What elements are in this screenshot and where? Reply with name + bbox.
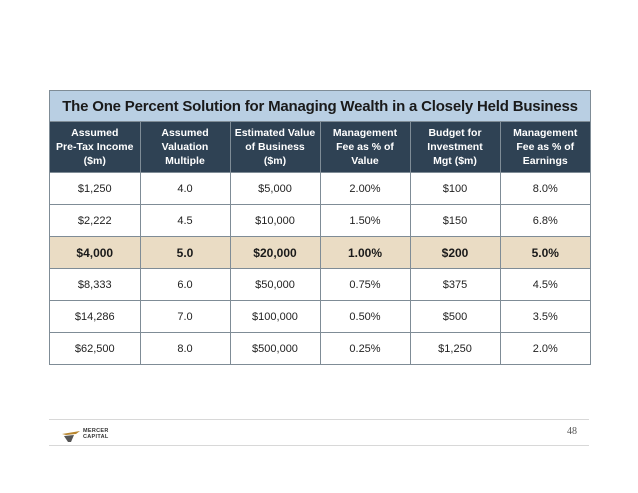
table-row: $14,286 7.0 $100,000 0.50% $500 3.5% — [50, 300, 590, 333]
page-number: 48 — [567, 426, 577, 437]
table-row: $1,250 4.0 $5,000 2.00% $100 8.0% — [50, 172, 590, 205]
header-line: ($m) — [83, 155, 106, 167]
data-table: Assumed Pre-Tax Income ($m) Assumed Valu… — [50, 122, 590, 364]
header-line: Fee as % of — [336, 141, 394, 153]
table-title-bar: The One Percent Solution for Managing We… — [50, 91, 590, 122]
table-cell: $62,500 — [50, 332, 141, 364]
table-cell: 2.0% — [532, 342, 558, 355]
table-cell: 4.5% — [500, 268, 590, 301]
table-cell: $150 — [410, 204, 501, 237]
table-cell: 7.0 — [140, 300, 231, 333]
header-line: Assumed — [71, 127, 119, 139]
header-line: Earnings — [522, 155, 568, 167]
header-row: Assumed Pre-Tax Income ($m) Assumed Valu… — [50, 122, 590, 173]
footer-divider-bottom — [49, 445, 589, 446]
header-line: of Business — [245, 141, 305, 153]
table-cell: 0.25% — [320, 332, 411, 364]
header-line: Budget for — [428, 127, 482, 139]
table-cell: 0.50% — [320, 300, 411, 333]
table-cell: $2,222 — [50, 204, 141, 237]
header-line: Value — [351, 155, 379, 167]
table-cell: $375 — [410, 268, 501, 301]
table-cell: 5.0 — [140, 236, 231, 269]
table-cell: $500,000 — [230, 332, 321, 364]
logo-line-1: MERCER — [83, 428, 109, 434]
header-line: Fee as % of — [516, 141, 575, 153]
table-cell: 8.0% — [500, 172, 590, 205]
header-line: Valuation — [161, 141, 209, 153]
column-header-pretax-income: Assumed Pre-Tax Income ($m) — [50, 122, 141, 173]
table-cell: 6.8% — [500, 204, 590, 237]
column-header-valuation-multiple: Assumed Valuation Multiple — [140, 122, 231, 173]
table-cell: $50,000 — [230, 268, 321, 301]
header-line: Multiple — [165, 155, 205, 167]
table-cell: $200 — [410, 236, 501, 269]
header-line: Management — [513, 127, 578, 139]
column-header-fee-pct-earnings: Management Fee as % of Earnings — [500, 122, 590, 173]
header-line: Estimated Value — [234, 127, 316, 139]
company-logo: MERCER CAPITAL — [62, 428, 109, 442]
logo-text: MERCER CAPITAL — [83, 428, 109, 440]
table-cell: 1.50% — [320, 204, 411, 237]
table-cell: $100,000 — [230, 300, 321, 333]
table-cell: 4.5 — [140, 204, 231, 237]
table-cell: 8.0 — [140, 332, 231, 364]
table-cell: 3.5% — [500, 300, 590, 333]
table-row: $2,222 4.5 $10,000 1.50% $150 6.8% — [50, 204, 590, 237]
logo-line-2: CAPITAL — [83, 434, 109, 440]
header-line: Management — [332, 127, 398, 139]
table-cell: $14,286 — [50, 300, 141, 333]
table-row: $8,333 6.0 $50,000 0.75% $375 4.5% — [50, 268, 590, 301]
table-cell: 4.0 — [140, 172, 231, 205]
fee-table: The One Percent Solution for Managing We… — [49, 90, 591, 365]
footer-divider-top — [49, 419, 589, 420]
header-line: Investment — [427, 141, 483, 153]
table-cell: $1,250 — [410, 332, 501, 364]
column-header-investment-budget: Budget for Investment Mgt ($m) — [410, 122, 501, 173]
table-cell: $4,000 — [50, 236, 141, 269]
table-title: The One Percent Solution for Managing We… — [62, 97, 578, 115]
table-cell: 6.0 — [140, 268, 231, 301]
table-cell: 5.0% — [500, 236, 590, 269]
logo-mark-icon — [62, 429, 80, 442]
table-row: $62,500 8.0 $500,000 0.25% $1,250 2.0% — [50, 332, 590, 364]
header-line: ($m) — [263, 155, 287, 167]
table-cell: $100 — [410, 172, 501, 205]
header-line: Mgt ($m) — [433, 155, 477, 167]
table-cell: 0.75% — [320, 268, 411, 301]
table-cell: $500 — [410, 300, 501, 333]
column-header-fee-pct-value: Management Fee as % of Value — [320, 122, 411, 173]
header-line: Pre-Tax Income — [56, 141, 134, 153]
table-row-highlighted: $4,000 5.0 $20,000 1.00% $200 5.0% — [50, 236, 590, 269]
header-line: Assumed — [161, 127, 209, 139]
table-cell: $5,000 — [230, 172, 321, 205]
table-cell: 2.00% — [320, 172, 411, 205]
column-header-business-value: Estimated Value of Business ($m) — [230, 122, 321, 173]
table-cell: 1.00% — [320, 236, 411, 269]
table-cell: $1,250 — [50, 172, 141, 205]
table-cell: $20,000 — [230, 236, 321, 269]
table-cell: $10,000 — [230, 204, 321, 237]
table-cell: $8,333 — [50, 268, 141, 301]
